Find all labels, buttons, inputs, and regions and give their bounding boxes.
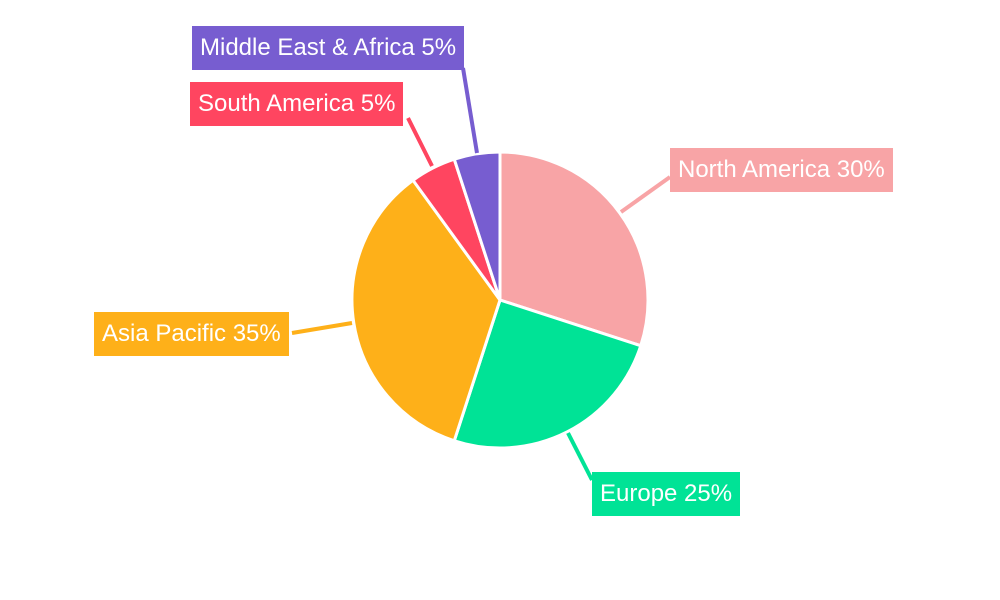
leader-line-europe: [566, 432, 594, 481]
slice-europe[interactable]: [452, 298, 643, 450]
leader-line-asia-pacific: [291, 321, 353, 335]
data-label-south-america: South America 5%: [190, 82, 404, 126]
leader-line-north-america: [619, 175, 672, 214]
data-label-north-america: North America 30%: [670, 148, 893, 192]
leader-line-middle-east-africa: [461, 67, 479, 154]
data-label-asia-pacific: Asia Pacific 35%: [94, 312, 289, 356]
data-label-middle-east-africa: Middle East & Africa 5%: [192, 26, 465, 70]
slice-north-america[interactable]: [498, 150, 650, 348]
slice-middle-east-africa[interactable]: [452, 150, 502, 301]
data-label-europe: Europe 25%: [592, 472, 741, 516]
leader-line-south-america: [406, 117, 434, 167]
slice-asia-pacific[interactable]: [350, 178, 502, 443]
